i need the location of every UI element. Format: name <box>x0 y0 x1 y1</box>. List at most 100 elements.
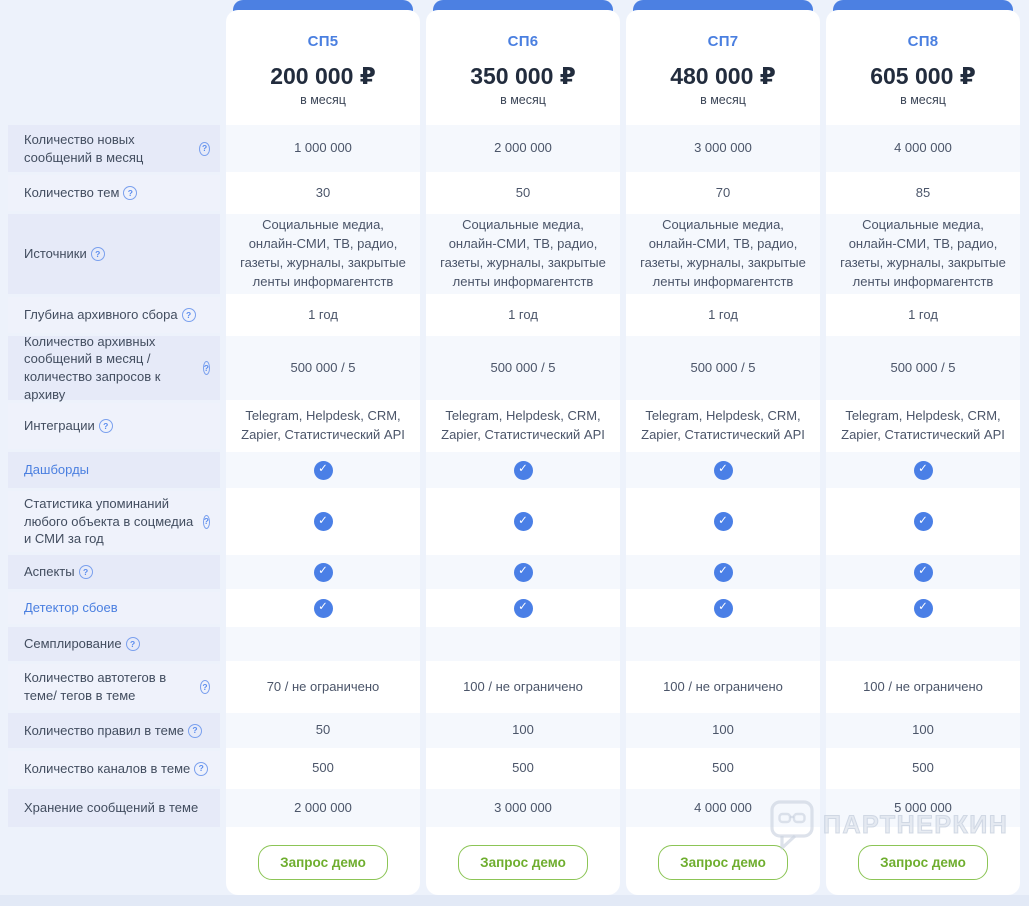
cell-sources-sp8: Социальные медиа, онлайн-СМИ, ТВ, радио,… <box>826 214 1020 294</box>
feature-link-dashboards[interactable]: Дашборды <box>24 462 89 478</box>
request-demo-button-sp7[interactable]: Запрос демо <box>658 845 788 880</box>
cell-sampling-sp8 <box>826 627 1020 661</box>
help-icon[interactable]: ? <box>98 419 113 433</box>
cell-archive-messages-and-requests-sp8: 500 000 / 5 <box>826 336 1020 400</box>
cell-message-storage-per-topic-sp5: 2 000 000 <box>226 789 420 827</box>
plan-period: в месяц <box>900 93 946 107</box>
cell-value: 1 год <box>508 306 538 322</box>
cell-failure-detector-sp7: ✓ <box>626 592 820 624</box>
cell-value: 1 год <box>708 306 738 322</box>
cell-value: Telegram, Helpdesk, CRM, Zapier, Статист… <box>241 408 405 442</box>
help-icon[interactable]: ? <box>125 637 140 651</box>
cell-autotags-per-topic-sp5: 70 / не ограничено <box>226 664 420 710</box>
plan-footer: Запрос демо <box>826 830 1020 895</box>
feature-label-integrations: Интеграции <box>24 418 95 434</box>
plan-name: СП5 <box>307 33 339 50</box>
plan-header: СП8 605 000 ₽ в месяц <box>826 10 1020 125</box>
feature-row-mention-stats: Статистика упоминаний любого объекта в с… <box>8 491 220 552</box>
cell-topics-count-sp5: 30 <box>226 175 420 211</box>
cell-new-messages-per-month-sp7: 3 000 000 <box>626 125 820 172</box>
cell-autotags-per-topic-sp8: 100 / не ограничено <box>826 664 1020 710</box>
cell-value: 70 <box>715 184 731 200</box>
cell-archive-depth-sp7: 1 год <box>626 297 820 333</box>
check-icon: ✓ <box>513 460 533 480</box>
feature-label-sampling: Семплирование <box>24 636 122 652</box>
cell-topics-count-sp8: 85 <box>826 175 1020 211</box>
check-icon: ✓ <box>713 512 733 531</box>
check-icon: ✓ <box>713 562 733 582</box>
help-icon[interactable]: ? <box>202 361 210 375</box>
cell-value: 4 000 000 <box>694 799 752 815</box>
cell-integrations-sp7: Telegram, Helpdesk, CRM, Zapier, Статист… <box>626 403 820 449</box>
help-icon[interactable]: ? <box>78 565 93 579</box>
cell-mention-stats-sp5: ✓ <box>226 491 420 552</box>
cell-aspects-sp6: ✓ <box>426 555 620 589</box>
help-icon[interactable]: ? <box>181 308 196 322</box>
cell-archive-depth-sp6: 1 год <box>426 297 620 333</box>
plan-card-body: СП7 480 000 ₽ в месяц 3 000 000 70 Социаль… <box>626 10 820 895</box>
cell-value: Telegram, Helpdesk, CRM, Zapier, Статист… <box>441 408 605 442</box>
cell-channels-per-topic-sp8: 500 <box>826 751 1020 786</box>
plan-card-sp5: СП5 200 000 ₽ в месяц 1 000 000 30 Социаль… <box>226 0 420 895</box>
feature-label-sources: Источники <box>24 246 87 262</box>
check-icon: ✓ <box>713 460 733 480</box>
cell-failure-detector-sp6: ✓ <box>426 592 620 624</box>
cell-sources-sp5: Социальные медиа, онлайн-СМИ, ТВ, радио,… <box>226 214 420 294</box>
help-icon[interactable]: ? <box>188 723 203 738</box>
cell-sampling-sp6 <box>426 627 620 661</box>
feature-row-new-messages-per-month: Количество новых сообщений в месяц? <box>8 125 220 172</box>
check-icon: ✓ <box>913 512 933 531</box>
plan-header: СП7 480 000 ₽ в месяц <box>626 10 820 125</box>
feature-row-topics-count: Количество тем? <box>8 175 220 211</box>
plan-period: в месяц <box>500 93 546 107</box>
cell-integrations-sp6: Telegram, Helpdesk, CRM, Zapier, Статист… <box>426 403 620 449</box>
cell-sources-sp6: Социальные медиа, онлайн-СМИ, ТВ, радио,… <box>426 214 620 294</box>
cell-message-storage-per-topic-sp6: 3 000 000 <box>426 789 620 827</box>
cell-rules-per-topic-sp7: 100 <box>626 713 820 748</box>
plan-name: СП6 <box>507 33 539 50</box>
plan-price: 200 000 ₽ <box>270 63 376 89</box>
plan-footer: Запрос демо <box>426 830 620 895</box>
request-demo-button-sp6[interactable]: Запрос демо <box>458 845 588 880</box>
cell-value: 5 000 000 <box>894 799 952 815</box>
help-icon[interactable]: ? <box>199 141 210 156</box>
help-icon[interactable]: ? <box>202 514 210 529</box>
check-icon: ✓ <box>313 460 333 480</box>
cell-value: Социальные медиа, онлайн-СМИ, ТВ, радио,… <box>240 217 406 289</box>
request-demo-button-sp8[interactable]: Запрос демо <box>858 845 988 880</box>
feature-label-archive-messages-and-requests: Количество архивных сообщений в месяц / … <box>24 333 161 402</box>
plan-card-body: СП8 605 000 ₽ в месяц 4 000 000 85 Социаль… <box>826 10 1020 895</box>
check-icon: ✓ <box>313 598 333 618</box>
cell-dashboards-sp6: ✓ <box>426 452 620 488</box>
cell-autotags-per-topic-sp7: 100 / не ограничено <box>626 664 820 710</box>
help-icon[interactable]: ? <box>123 186 138 200</box>
help-icon[interactable]: ? <box>199 680 210 694</box>
cell-value: 500 000 / 5 <box>690 359 756 375</box>
plan-card-sp6: СП6 350 000 ₽ в месяц 2 000 000 50 Социаль… <box>426 0 620 895</box>
feature-link-failure-detector[interactable]: Детектор сбоев <box>24 600 118 616</box>
feature-label-channels-per-topic: Количество каналов в теме <box>24 760 191 776</box>
plan-card-body: СП5 200 000 ₽ в месяц 1 000 000 30 Социаль… <box>226 10 420 895</box>
cell-dashboards-sp8: ✓ <box>826 452 1020 488</box>
bottom-page-band <box>0 895 1029 906</box>
check-icon: ✓ <box>913 598 933 618</box>
cell-value: 500 <box>512 760 534 776</box>
help-icon[interactable]: ? <box>90 247 105 261</box>
check-icon: ✓ <box>513 598 533 618</box>
cell-archive-messages-and-requests-sp7: 500 000 / 5 <box>626 336 820 400</box>
cell-value: 100 <box>712 722 734 738</box>
cell-mention-stats-sp6: ✓ <box>426 491 620 552</box>
check-icon: ✓ <box>713 598 733 618</box>
cell-value: 500 <box>312 760 334 776</box>
cell-value: 4 000 000 <box>894 140 952 156</box>
feature-row-channels-per-topic: Количество каналов в теме? <box>8 751 220 786</box>
plan-footer: Запрос демо <box>226 830 420 895</box>
plan-period: в месяц <box>300 93 346 107</box>
cell-message-storage-per-topic-sp8: 5 000 000 <box>826 789 1020 827</box>
request-demo-button-sp5[interactable]: Запрос демо <box>258 845 388 880</box>
plan-period: в месяц <box>700 93 746 107</box>
plan-values: 4 000 000 85 Социальные медиа, онлайн-СМИ,… <box>826 125 1020 827</box>
cell-value: 100 / не ограничено <box>663 678 783 694</box>
help-icon[interactable]: ? <box>194 761 209 776</box>
